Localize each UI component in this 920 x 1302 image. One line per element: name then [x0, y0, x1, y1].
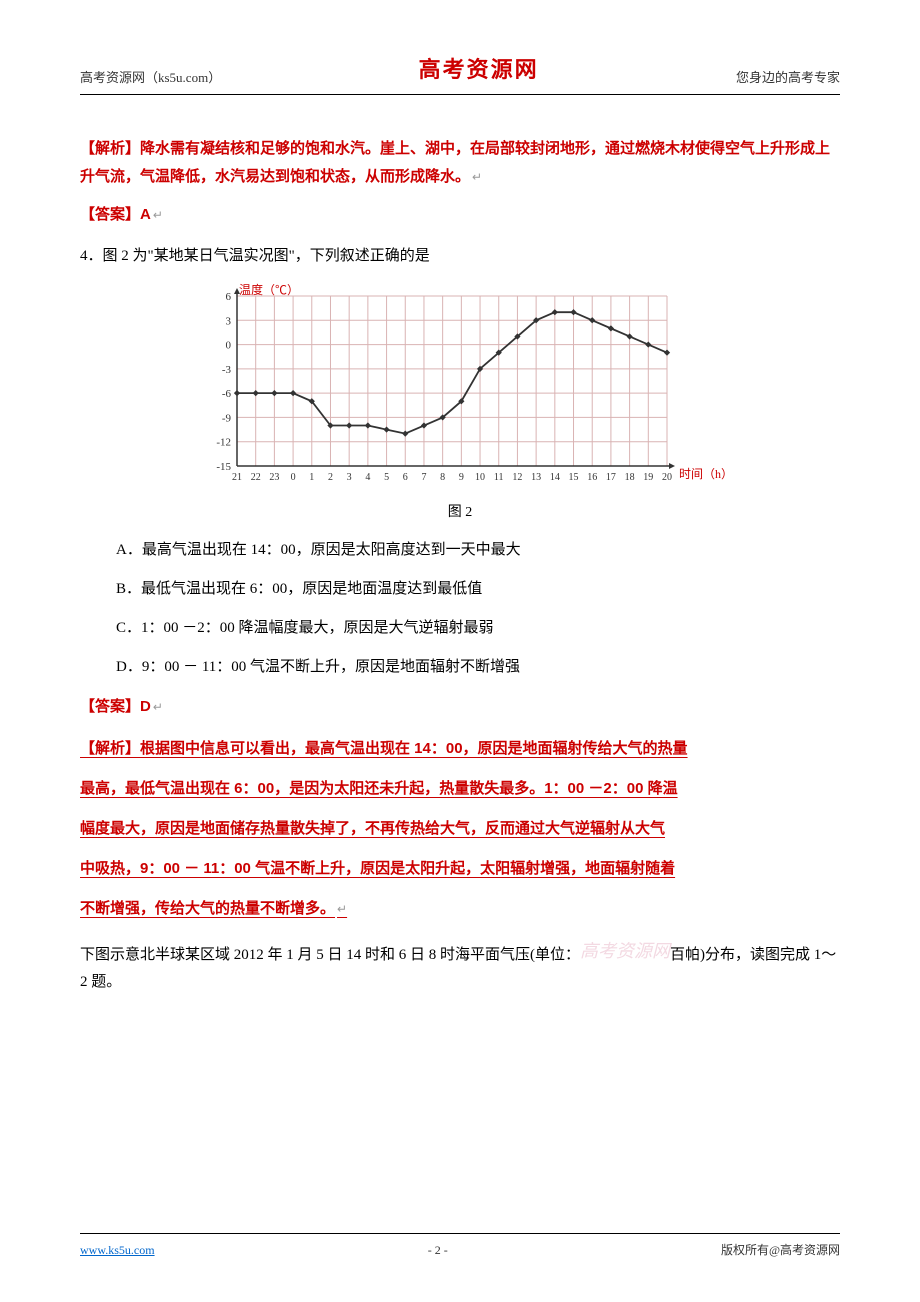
- svg-text:21: 21: [232, 472, 242, 483]
- q4-stem: 4．图 2 为"某地某日气温实况图"，下列叙述正确的是: [80, 243, 840, 270]
- svg-text:温度（℃）: 温度（℃）: [239, 282, 299, 297]
- svg-text:-15: -15: [216, 461, 231, 473]
- svg-text:10: 10: [475, 472, 485, 483]
- svg-text:3: 3: [347, 472, 352, 483]
- svg-text:12: 12: [512, 472, 522, 483]
- svg-text:3: 3: [226, 315, 232, 327]
- q3-explanation: 【解析】降水需有凝结核和足够的饱和水汽。崖上、湖中，在局部较封闭地形，通过燃烧木…: [80, 135, 840, 191]
- temperature-line-chart: -15-12-9-6-30362122230123456789101112131…: [183, 282, 737, 488]
- svg-text:22: 22: [251, 472, 261, 483]
- answer-label: 【答案】: [80, 698, 140, 715]
- option-d: D．9：00 － 11：00 气温不断上升，原因是地面辐射不断增强: [116, 654, 840, 681]
- svg-text:15: 15: [569, 472, 579, 483]
- explain-text: 降水需有凝结核和足够的饱和水汽。崖上、湖中，在局部较封闭地形，通过燃烧木材使得空…: [80, 140, 830, 185]
- svg-text:16: 16: [587, 472, 597, 483]
- return-icon: ↵: [472, 170, 482, 184]
- svg-text:6: 6: [226, 291, 232, 303]
- explain-line: 不断增强，传给大气的热量不断增多。↵: [80, 891, 840, 927]
- return-icon: ↵: [153, 208, 163, 222]
- svg-text:8: 8: [440, 472, 445, 483]
- q4-answer: 【答案】D↵: [80, 693, 840, 721]
- explain-label: 【解析】: [80, 140, 140, 157]
- svg-text:20: 20: [662, 472, 672, 483]
- option-c: C．1：00 －2：00 降温幅度最大，原因是大气逆辐射最弱: [116, 615, 840, 642]
- option-a: A．最高气温出现在 14：00，原因是太阳高度达到一天中最大: [116, 537, 840, 564]
- svg-text:-12: -12: [216, 436, 231, 448]
- svg-text:23: 23: [269, 472, 279, 483]
- answer-label: 【答案】: [80, 206, 140, 223]
- svg-text:19: 19: [643, 472, 653, 483]
- return-icon: ↵: [153, 700, 163, 714]
- explain-line: 幅度最大，原因是地面储存热量散失掉了，不再传热给大气，反而通过大气逆辐射从大气: [80, 811, 840, 847]
- svg-text:-6: -6: [222, 388, 232, 400]
- svg-text:9: 9: [459, 472, 464, 483]
- q4-explanation: 【解析】根据图中信息可以看出，最高气温出现在 14：00，原因是地面辐射传给大气…: [80, 731, 840, 927]
- q4-options: A．最高气温出现在 14：00，原因是太阳高度达到一天中最大 B．最低气温出现在…: [116, 537, 840, 681]
- svg-text:14: 14: [550, 472, 560, 483]
- svg-text:2: 2: [328, 472, 333, 483]
- explain-line: 最高，最低气温出现在 6：00，是因为太阳还未升起，热量散失最多。1：00 －2…: [80, 771, 840, 807]
- svg-text:7: 7: [421, 472, 426, 483]
- intro-text: 下图示意北半球某区域 2012 年 1 月 5 日 14 时和 6 日 8 时海…: [80, 947, 836, 990]
- answer-value: A: [140, 206, 151, 223]
- header-center-title: 高考资源网: [419, 50, 539, 90]
- return-icon: ↵: [337, 902, 347, 916]
- svg-text:1: 1: [309, 472, 314, 483]
- svg-text:时间（h）: 时间（h）: [679, 467, 733, 481]
- svg-text:-3: -3: [222, 363, 232, 375]
- svg-text:0: 0: [226, 339, 232, 351]
- svg-text:11: 11: [494, 472, 504, 483]
- svg-text:0: 0: [291, 472, 296, 483]
- svg-text:4: 4: [365, 472, 370, 483]
- option-b: B．最低气温出现在 6：00，原因是地面温度达到最低值: [116, 576, 840, 603]
- footer-copyright: 版权所有@高考资源网: [721, 1240, 840, 1262]
- svg-text:13: 13: [531, 472, 541, 483]
- page-footer: www.ks5u.com - 2 - 版权所有@高考资源网: [80, 1233, 840, 1262]
- chart-container: -15-12-9-6-30362122230123456789101112131…: [80, 282, 840, 525]
- explain-line: 【解析】根据图中信息可以看出，最高气温出现在 14：00，原因是地面辐射传给大气…: [80, 731, 840, 767]
- footer-url[interactable]: www.ks5u.com: [80, 1240, 155, 1262]
- explain-line: 中吸热，9：00 － 11：00 气温不断上升，原因是太阳升起，太阳辐射增强，地…: [80, 851, 840, 887]
- svg-text:-9: -9: [222, 412, 232, 424]
- svg-text:17: 17: [606, 472, 616, 483]
- page-header: 高考资源网（ks5u.com） 高考资源网 您身边的高考专家: [80, 50, 840, 95]
- page: 高考资源网（ks5u.com） 高考资源网 您身边的高考专家 【解析】降水需有凝…: [0, 0, 920, 1302]
- explain-text: 不断增强，传给大气的热量不断增多。: [80, 900, 335, 917]
- footer-page-number: - 2 -: [428, 1240, 448, 1262]
- q3-answer: 【答案】A↵: [80, 201, 840, 229]
- explain-label: 【解析】: [80, 740, 140, 757]
- svg-text:6: 6: [403, 472, 408, 483]
- next-question-intro: 下图示意北半球某区域 2012 年 1 月 5 日 14 时和 6 日 8 时海…: [80, 937, 840, 996]
- explain-text: 根据图中信息可以看出，最高气温出现在 14：00，原因是地面辐射传给大气的热量: [140, 740, 688, 757]
- svg-text:5: 5: [384, 472, 389, 483]
- chart-caption: 图 2: [80, 500, 840, 525]
- header-left: 高考资源网（ks5u.com）: [80, 66, 221, 89]
- svg-text:18: 18: [625, 472, 635, 483]
- watermark-text: 高考资源网: [580, 941, 670, 961]
- header-right: 您身边的高考专家: [736, 66, 840, 89]
- answer-value: D: [140, 698, 151, 715]
